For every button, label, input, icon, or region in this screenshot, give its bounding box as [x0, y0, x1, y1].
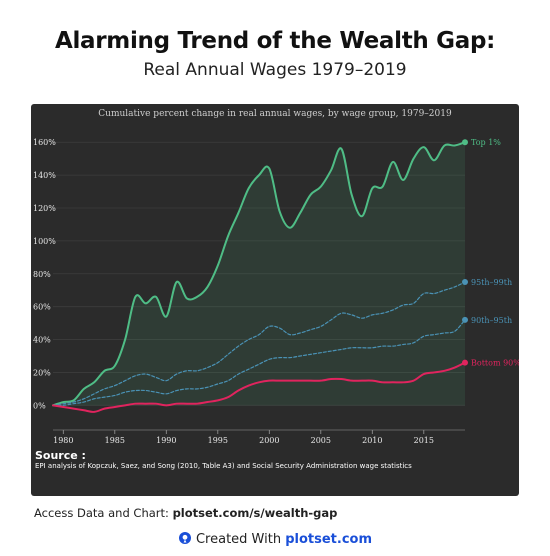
y-tick-label: 40% [33, 336, 51, 345]
series-end-point [462, 139, 468, 146]
wage-line-chart: Cumulative percent change in real annual… [33, 109, 519, 445]
x-tick-label: 1995 [208, 436, 228, 445]
series-label: 95th–99th [471, 278, 512, 287]
y-tick-label: 100% [33, 237, 56, 246]
series-end-point [462, 279, 468, 285]
series-top-1-area [53, 142, 465, 406]
page-subtitle: Real Annual Wages 1979–2019 [143, 60, 407, 80]
series-label: Top 1% [471, 138, 501, 147]
series-end-point [462, 359, 468, 366]
source-label: Source : [35, 449, 86, 462]
x-tick-label: 2005 [311, 436, 331, 445]
y-tick-label: 60% [33, 303, 51, 312]
series-top-1-line [52, 141, 466, 407]
y-tick-label: 120% [33, 204, 56, 213]
access-link[interactable]: plotset.com/s/wealth-gap [172, 506, 338, 520]
chart-title: Cumulative percent change in real annual… [98, 109, 452, 119]
plotset-logo-icon [178, 532, 191, 544]
chart-panel: Cumulative percent change in real annual… [31, 104, 519, 496]
created-with-line: Created With plotset.com [0, 531, 550, 547]
created-brand[interactable]: plotset.com [285, 532, 373, 547]
x-tick-label: 1980 [53, 436, 73, 445]
access-line: Access Data and Chart: plotset.com/s/wea… [34, 506, 337, 520]
x-tick-label: 2000 [259, 436, 279, 445]
x-tick-label: 2015 [414, 436, 434, 445]
series-label: 90th–95th [471, 316, 512, 325]
x-tick-label: 1990 [156, 436, 176, 445]
x-tick-label: 1985 [105, 436, 125, 445]
series-95-99-line [52, 281, 466, 406]
series-label: Bottom 90% [471, 359, 519, 368]
x-tick-label: 2010 [362, 436, 382, 445]
y-tick-label: 80% [33, 270, 51, 279]
y-tick-label: 140% [33, 171, 56, 180]
series-bottom-90-line [52, 361, 466, 413]
y-tick-label: 0% [33, 401, 46, 410]
page-title: Alarming Trend of the Wealth Gap: [54, 28, 496, 54]
y-tick-label: 20% [33, 368, 51, 377]
y-tick-label: 160% [33, 138, 56, 147]
series-90-95-line [52, 319, 466, 407]
source-text: EPI analysis of Kopczuk, Saez, and Song … [35, 462, 412, 470]
access-prefix: Access Data and Chart: [34, 506, 173, 520]
created-prefix: Created With [195, 532, 286, 547]
series-end-point [462, 316, 468, 323]
